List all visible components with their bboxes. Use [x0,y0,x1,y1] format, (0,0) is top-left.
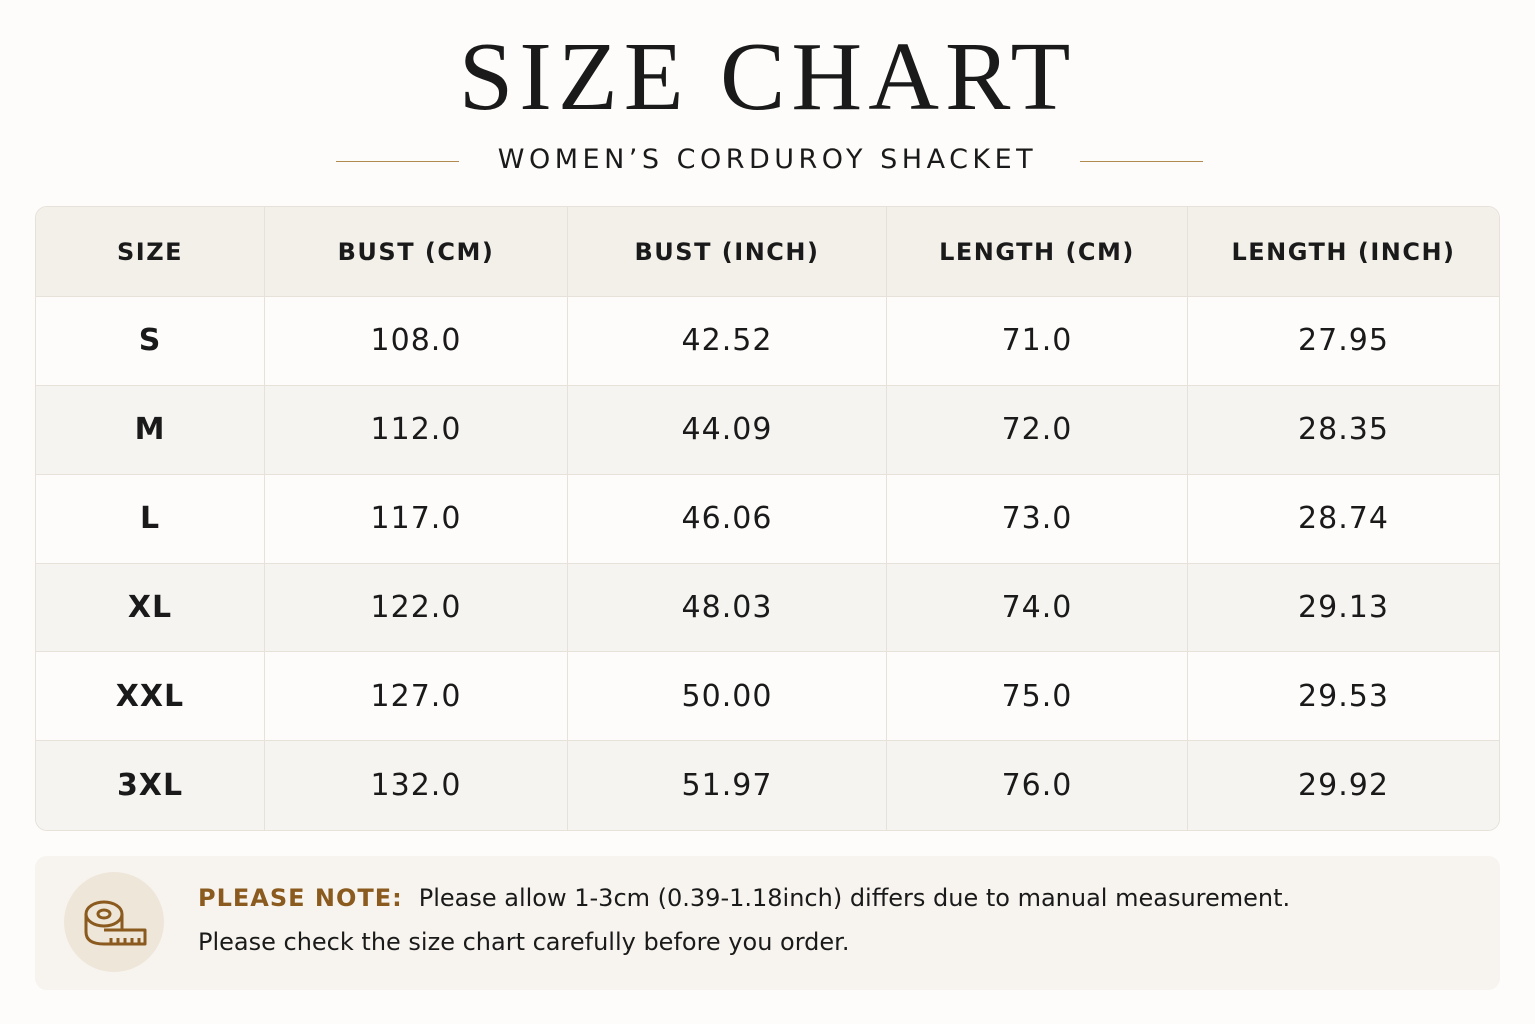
subtitle: WOMEN’S CORDUROY SHACKET [497,144,1038,175]
table-cell: 108.0 [265,297,568,386]
note-label: PLEASE NOTE: [198,884,403,912]
table-cell: 46.06 [568,474,887,564]
title: SIZE CHART [458,23,1077,131]
icon-circle [64,872,164,972]
table-cell: 74.0 [887,563,1188,653]
table-cell: 27.95 [1188,297,1499,386]
table-cell: LENGTH (INCH) [1188,207,1499,297]
note-line: PLEASE NOTE: Please allow 1-3cm (0.39-1.1… [198,884,1290,912]
table-cell: 132.0 [265,741,568,830]
rule [1080,161,1203,162]
table-cell: 75.0 [887,652,1188,742]
table-cell: 76.0 [887,741,1188,830]
table-cell: 28.35 [1188,385,1499,475]
table-cell: LENGTH (CM) [887,207,1188,297]
table-cell: L [36,474,265,564]
table-cell: 51.97 [568,741,887,830]
table-cell: 72.0 [887,385,1188,475]
table-cell: 28.74 [1188,475,1499,564]
table-cell: 117.0 [265,474,568,564]
note-text: Please allow 1-3cm (0.39-1.18inch) diffe… [418,884,1291,912]
table-cell: 29.92 [1188,741,1499,830]
table-cell: 29.53 [1188,652,1499,742]
rule [336,161,459,162]
table-cell: 48.03 [568,563,887,653]
table-cell: BUST (INCH) [568,207,887,297]
table-cell: M [36,385,265,475]
table-cell: XL [36,563,265,653]
table-cell: 122.0 [265,563,568,653]
table-cell: S [36,297,265,386]
table-cell: 44.09 [568,385,887,475]
table-cell: XXL [36,652,265,742]
table-cell: 112.0 [265,385,568,475]
table-cell: 127.0 [265,652,568,742]
table-cell: 42.52 [568,297,887,386]
table-cell: 73.0 [887,474,1188,564]
table-cell: BUST (CM) [265,207,568,297]
table-cell: 3XL [36,741,265,830]
table-cell: 29.13 [1188,563,1499,653]
table-cell: SIZE [36,207,265,297]
note-line: Please check the size chart carefully be… [198,928,850,956]
table-cell: 71.0 [887,297,1188,386]
note-box: PLEASE NOTE: Please allow 1-3cm (0.39-1.1… [35,856,1500,990]
tape-icon [84,900,147,946]
table-cell: 50.00 [568,652,887,742]
size-table: SIZE BUST (CM) BUST (INCH) LENGTH (CM) LENGT… [35,206,1500,831]
